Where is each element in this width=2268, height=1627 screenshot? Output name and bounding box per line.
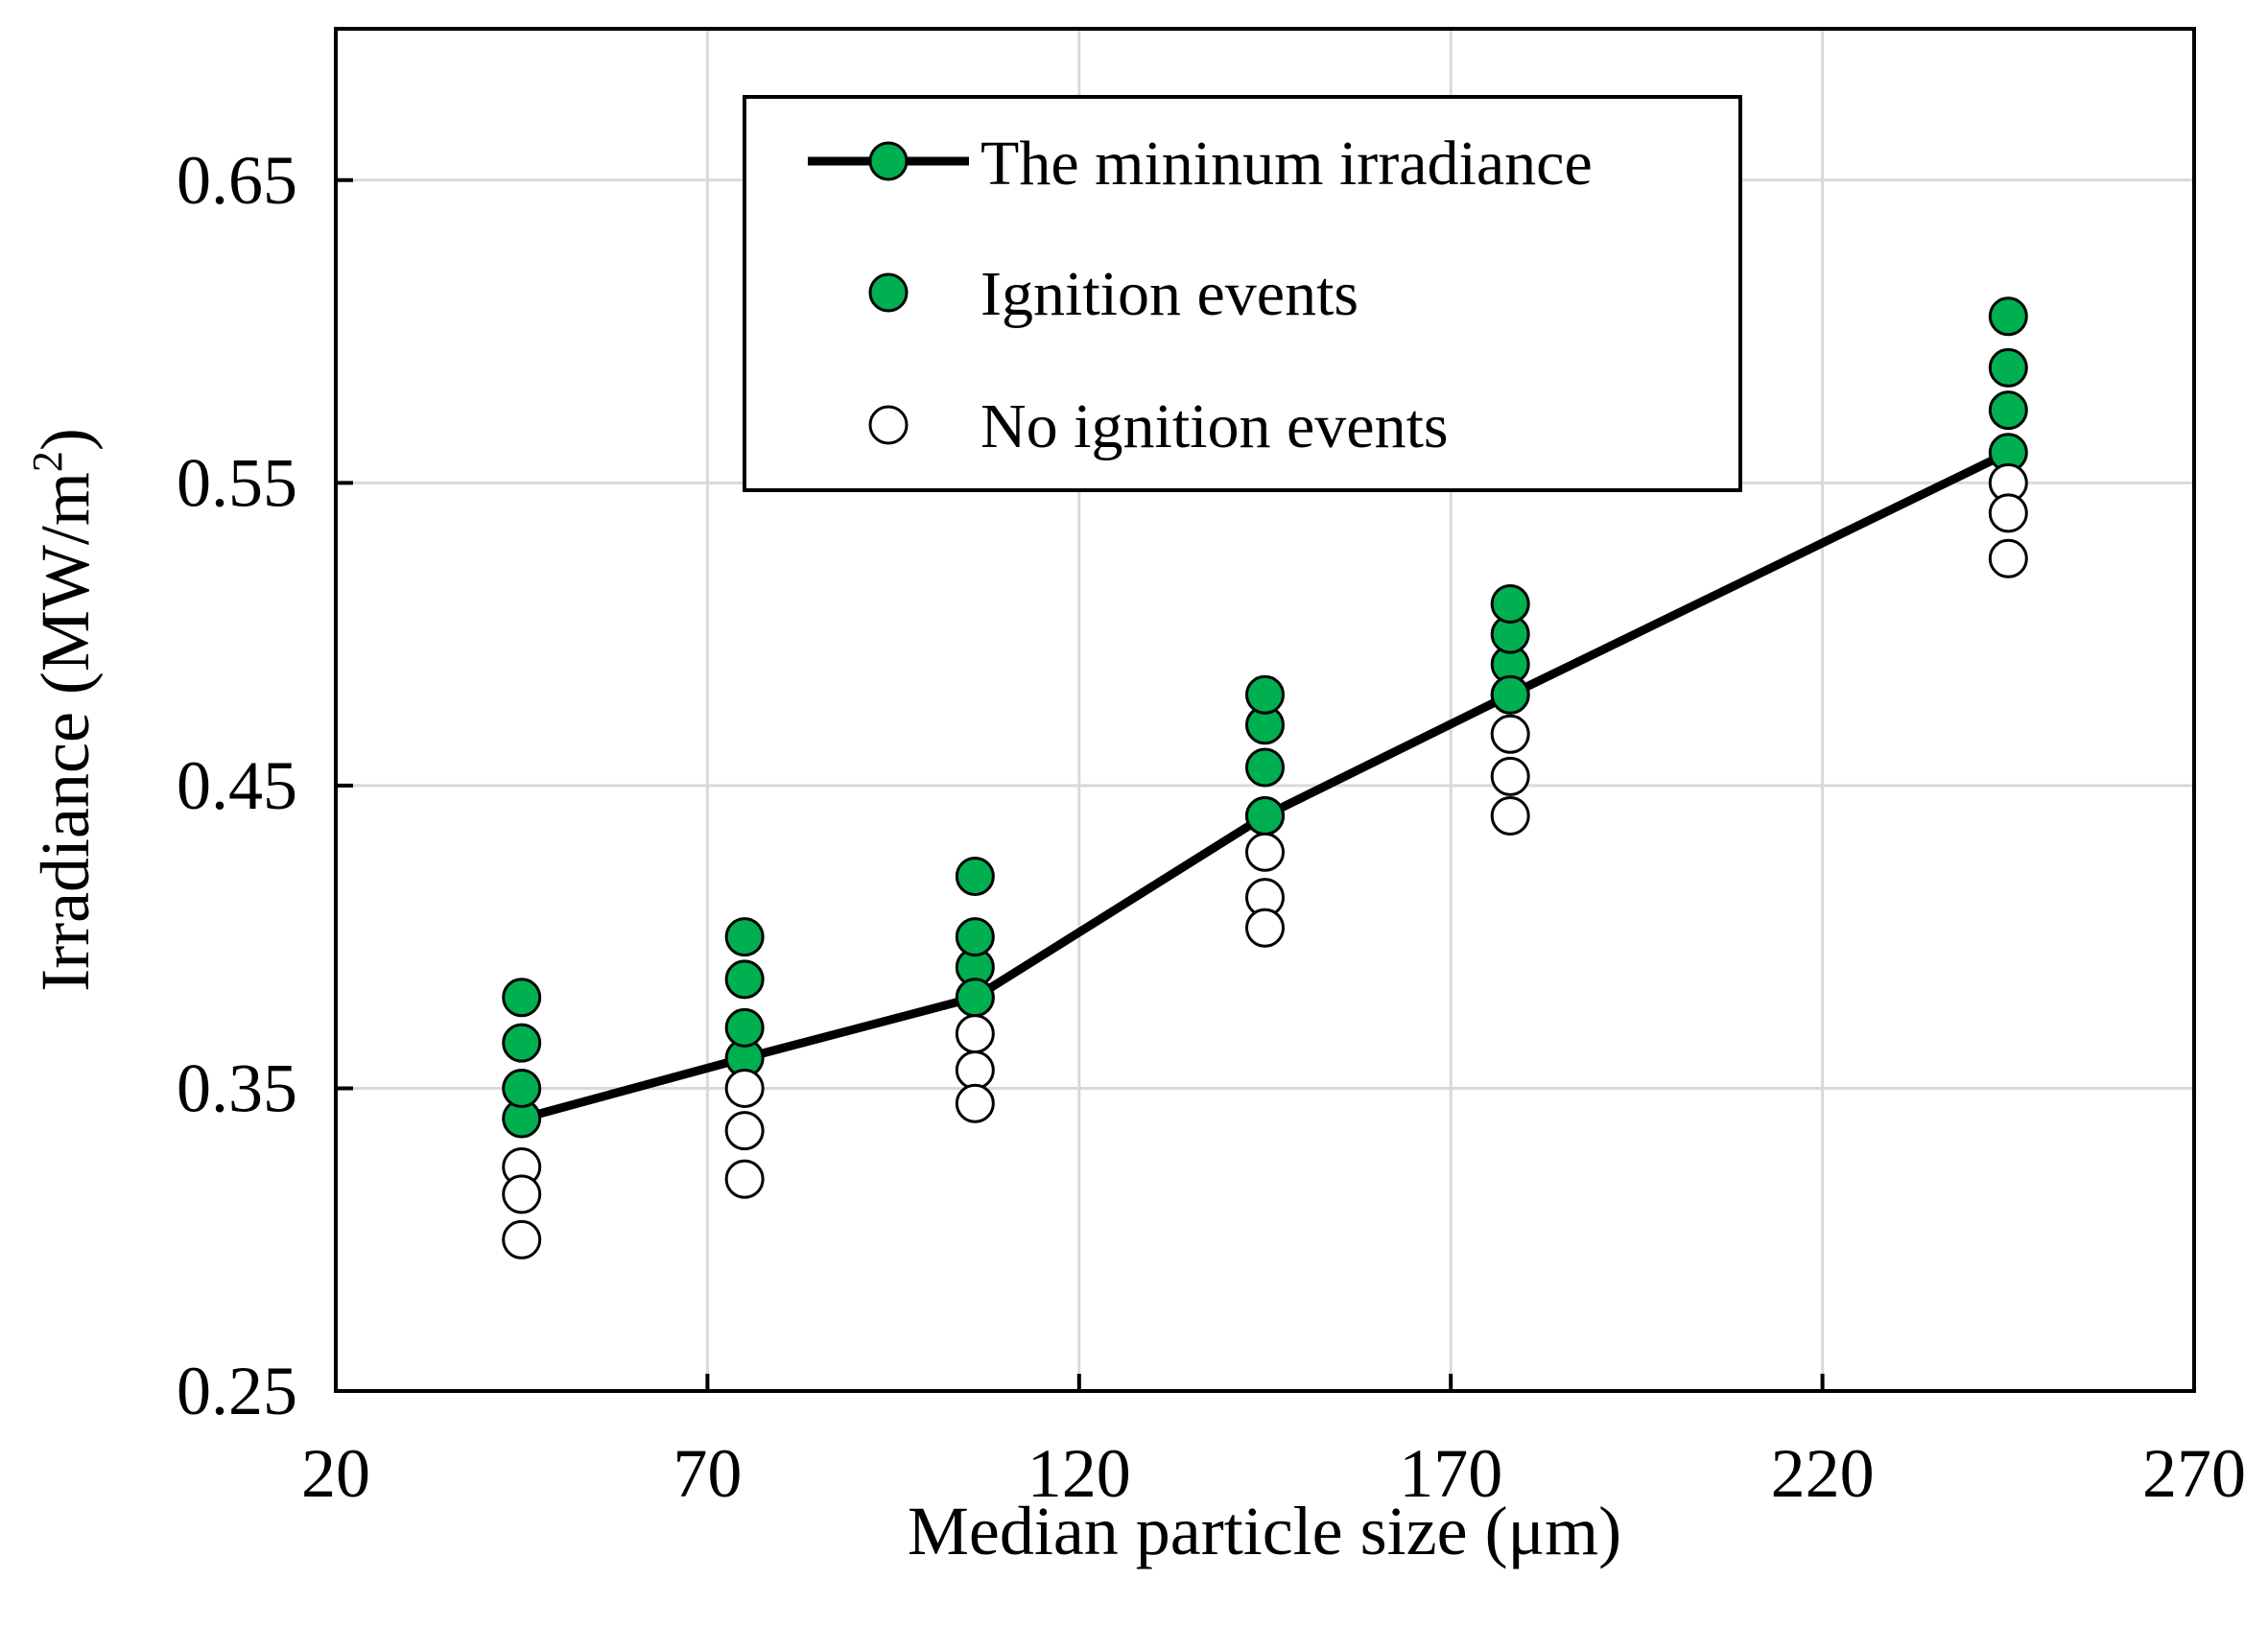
ignition-point — [724, 917, 765, 957]
tick-labels: 20 70 120 170 220 270 0.25 0.35 0.45 0.55 0.65 — [177, 142, 2246, 1512]
plot-frame — [334, 27, 2196, 1393]
no-ignition-point — [1988, 493, 2028, 533]
ignition-point — [1245, 674, 1285, 715]
no-ignition-point — [724, 1068, 765, 1108]
no-ignition-point — [1245, 832, 1285, 872]
ignition-point — [1490, 584, 1530, 625]
ignition-point — [502, 1068, 542, 1108]
no-ignition-point — [955, 1014, 995, 1054]
legend-ignition-marker — [868, 272, 909, 313]
y-tick-label: 0.25 — [177, 1353, 297, 1429]
y-axis-title: Irradiance (MW/m2) — [24, 428, 104, 992]
x-tick-label: 170 — [1399, 1435, 1502, 1512]
ignition-point — [1988, 347, 2028, 388]
min-irradiance-line — [520, 448, 2011, 1123]
ignition-point — [1245, 747, 1285, 788]
legend: The mininum irradiance Ignition events N… — [743, 95, 1742, 492]
ignition-point — [1988, 296, 2028, 337]
no-ignition-point — [1490, 795, 1530, 836]
legend-no-ignition-marker — [868, 405, 909, 445]
ignition-point — [1490, 674, 1530, 715]
legend-label-min-irradiance: The mininum irradiance — [980, 129, 1593, 199]
x-axis-title: Median particle size (μm) — [908, 1493, 1621, 1569]
ignition-point — [502, 978, 542, 1018]
y-tick-label: 0.65 — [177, 142, 297, 219]
no-ignition-point — [724, 1159, 765, 1199]
ignition-point — [1988, 390, 2028, 431]
series-line — [520, 448, 2011, 1123]
no-ignition-point — [1988, 538, 2028, 578]
y-tick-label: 0.55 — [177, 444, 297, 521]
data-markers — [502, 296, 2028, 1260]
x-tick-label: 120 — [1028, 1435, 1131, 1512]
x-tick-label: 70 — [673, 1435, 742, 1512]
ignition-point — [955, 917, 995, 957]
no-ignition-point — [1490, 756, 1530, 796]
ignition-point — [502, 1023, 542, 1063]
legend-line-marker — [868, 141, 909, 181]
ignition-point — [955, 857, 995, 897]
legend-label-no-ignition: No ignition events — [980, 391, 1449, 461]
x-tick-label: 220 — [1771, 1435, 1875, 1512]
y-tick-label: 0.45 — [177, 747, 297, 824]
ignition-point — [724, 959, 765, 1000]
no-ignition-point — [502, 1174, 542, 1214]
no-ignition-point — [955, 1050, 995, 1091]
ignition-point — [955, 978, 995, 1018]
no-ignition-point — [724, 1111, 765, 1151]
no-ignition-point — [502, 1219, 542, 1260]
ignition-point — [1245, 795, 1285, 836]
y-tick-label: 0.35 — [177, 1049, 297, 1126]
no-ignition-point — [1245, 908, 1285, 948]
no-ignition-point — [1490, 714, 1530, 754]
no-ignition-point — [955, 1083, 995, 1123]
x-tick-label: 20 — [301, 1435, 370, 1512]
legend-label-ignition: Ignition events — [980, 259, 1358, 329]
x-tick-label: 270 — [2142, 1435, 2246, 1512]
ignition-point — [724, 1007, 765, 1048]
